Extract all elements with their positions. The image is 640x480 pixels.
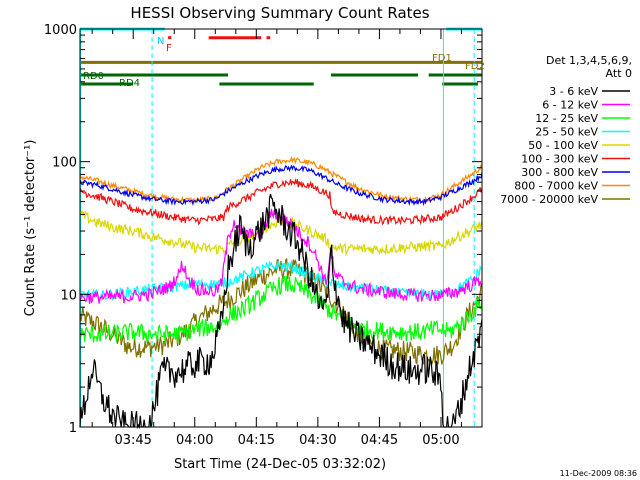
legend-entry-label: 3 - 6 keV: [549, 85, 598, 98]
series-lines: [79, 155, 483, 430]
x-tick-label: 04:45: [361, 433, 398, 448]
flag-label-rd0: RD0: [83, 71, 104, 82]
x-tick-label: 05:00: [422, 433, 459, 448]
legend-entry-label: 50 - 100 keV: [528, 139, 598, 152]
axis-ticks: [80, 28, 483, 428]
plot-frame: [79, 28, 483, 428]
axis-tick-labels: 1 10 100 1000 03:45 04:00 04:15 04:30 04:45 05:00: [44, 23, 460, 448]
chart-title: HESSI Observing Summary Count Rates: [130, 4, 429, 22]
series-line-7000-20000-kev: [79, 257, 483, 366]
legend-entry-label: 800 - 7000 keV: [514, 180, 598, 193]
legend-entry-label: 12 - 25 keV: [535, 112, 598, 125]
mode-flags: [80, 27, 482, 86]
y-axis-label: Count Rate (s⁻¹ detector⁻¹): [23, 140, 38, 317]
legend-entry-label: 300 - 800 keV: [521, 166, 598, 179]
y-tick-label: 1000: [44, 23, 77, 38]
series-line-12-25-kev: [79, 275, 483, 344]
legend-entry-label: 7000 - 20000 keV: [500, 193, 598, 206]
legend-entry-label: 100 - 300 keV: [521, 153, 598, 166]
legend-entry-label: 6 - 12 keV: [542, 99, 598, 112]
x-tick-label: 04:15: [238, 433, 275, 448]
y-tick-label: 100: [52, 156, 77, 171]
series-line-800-7000-kev: [79, 155, 482, 205]
series-line-100-300-kev: [79, 178, 483, 226]
timestamp: 11-Dec-2009 08:36: [560, 469, 637, 478]
flag-label-rd4: RD4: [119, 78, 140, 89]
flag-label-n: N: [157, 36, 164, 47]
legend-header-line-1: Det 1,3,4,5,6,9,: [546, 54, 632, 67]
legend-entry-label: 25 - 50 keV: [535, 126, 598, 139]
x-tick-label: 04:00: [176, 433, 213, 448]
x-tick-label: 03:45: [114, 433, 151, 448]
y-tick-label: 1: [69, 421, 77, 436]
x-tick-label: 04:30: [299, 433, 336, 448]
series-line-300-800-kev: [79, 164, 483, 207]
series-line-25-50-kev: [79, 259, 483, 302]
y-tick-label: 10: [60, 288, 77, 303]
x-axis-label: Start Time (24-Dec-05 03:32:02): [174, 457, 386, 472]
flag-label-fd1: FD1: [432, 53, 452, 64]
legend-header-line-2: Att 0: [606, 67, 632, 80]
flag-label-f: F: [166, 43, 172, 54]
flag-label-fd2: FD2: [465, 61, 485, 72]
